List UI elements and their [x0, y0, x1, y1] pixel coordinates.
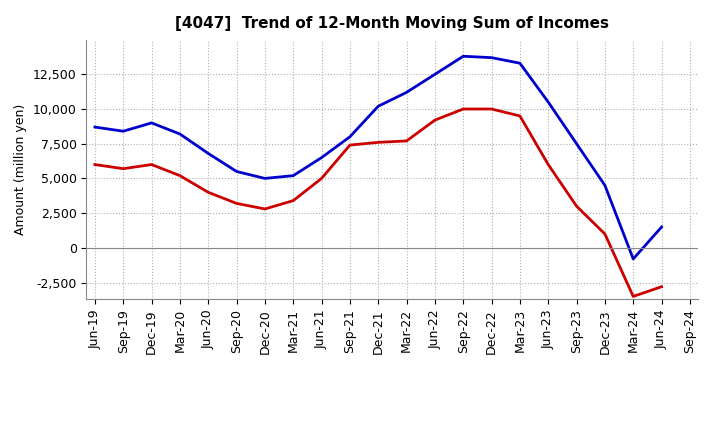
Ordinary Income: [600, 183, 609, 188]
Ordinary Income: [261, 176, 269, 181]
Net Income: [148, 162, 156, 167]
Ordinary Income: [318, 155, 326, 160]
Net Income: [374, 139, 382, 145]
Line: Ordinary Income: Ordinary Income: [95, 56, 662, 259]
Net Income: [431, 117, 439, 123]
Net Income: [516, 114, 524, 119]
Ordinary Income: [148, 120, 156, 125]
Net Income: [600, 231, 609, 237]
Ordinary Income: [204, 151, 212, 156]
Net Income: [572, 204, 581, 209]
Net Income: [176, 173, 184, 178]
Net Income: [233, 201, 241, 206]
Ordinary Income: [402, 90, 411, 95]
Ordinary Income: [459, 54, 467, 59]
Ordinary Income: [629, 257, 637, 262]
Net Income: [346, 143, 354, 148]
Net Income: [204, 190, 212, 195]
Ordinary Income: [374, 103, 382, 109]
Ordinary Income: [544, 99, 552, 105]
Net Income: [289, 198, 297, 203]
Y-axis label: Amount (million yen): Amount (million yen): [14, 104, 27, 235]
Net Income: [544, 162, 552, 167]
Net Income: [119, 166, 127, 171]
Ordinary Income: [657, 224, 666, 230]
Ordinary Income: [119, 128, 127, 134]
Ordinary Income: [346, 134, 354, 139]
Ordinary Income: [572, 141, 581, 147]
Net Income: [402, 138, 411, 143]
Ordinary Income: [516, 61, 524, 66]
Ordinary Income: [176, 132, 184, 137]
Ordinary Income: [91, 125, 99, 130]
Line: Net Income: Net Income: [95, 109, 662, 297]
Ordinary Income: [487, 55, 496, 60]
Net Income: [318, 176, 326, 181]
Net Income: [459, 106, 467, 112]
Net Income: [91, 162, 99, 167]
Ordinary Income: [431, 72, 439, 77]
Net Income: [629, 294, 637, 299]
Title: [4047]  Trend of 12-Month Moving Sum of Incomes: [4047] Trend of 12-Month Moving Sum of I…: [176, 16, 609, 32]
Net Income: [261, 206, 269, 212]
Net Income: [487, 106, 496, 112]
Net Income: [657, 284, 666, 290]
Ordinary Income: [289, 173, 297, 178]
Ordinary Income: [233, 169, 241, 174]
